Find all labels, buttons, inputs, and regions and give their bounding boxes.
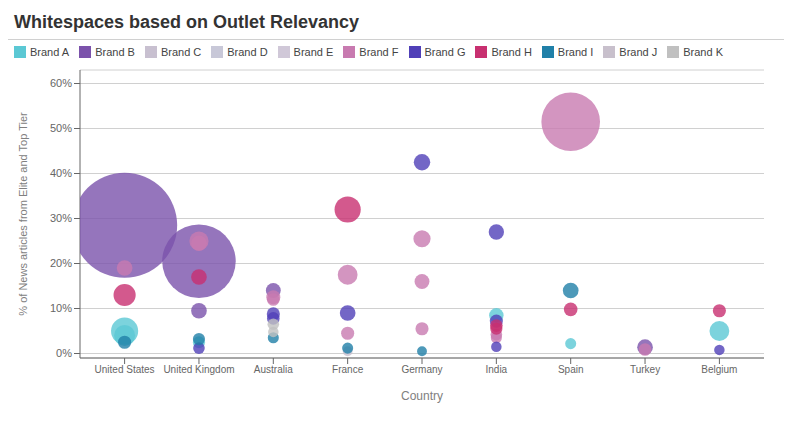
svg-text:India: India bbox=[486, 364, 508, 375]
svg-text:50%: 50% bbox=[50, 122, 72, 134]
html-text:Brand G: Brand G bbox=[424, 46, 466, 58]
svg-text:30%: 30% bbox=[50, 212, 72, 224]
svg-text:10%: 10% bbox=[50, 302, 72, 314]
html-text:Whitespaces based on Outlet Re: Whitespaces based on Outlet Relevancy bbox=[14, 12, 360, 32]
svg-text:Germany: Germany bbox=[401, 364, 442, 375]
svg-text:40%: 40% bbox=[50, 167, 72, 179]
svg-text:20%: 20% bbox=[50, 257, 72, 269]
html-text:Brand I: Brand I bbox=[557, 46, 594, 58]
svg-text:Turkey: Turkey bbox=[630, 364, 660, 375]
html-text:Brand F: Brand F bbox=[359, 46, 399, 58]
html-text:Brand A: Brand A bbox=[30, 46, 70, 58]
svg-text:France: France bbox=[332, 364, 364, 375]
svg-text:Australia: Australia bbox=[254, 364, 293, 375]
html-text:Brand C: Brand C bbox=[160, 46, 202, 58]
html-text:Brand B: Brand B bbox=[95, 46, 135, 58]
svg-text:United States: United States bbox=[95, 364, 155, 375]
svg-text:0%: 0% bbox=[56, 347, 72, 359]
svg-text:Belgium: Belgium bbox=[701, 364, 737, 375]
html-text:Brand D: Brand D bbox=[227, 46, 268, 58]
svg-text:% of News articles from Elite: % of News articles from Elite and Top Ti… bbox=[17, 112, 29, 316]
svg-text:Spain: Spain bbox=[558, 364, 584, 375]
html-text:Brand J: Brand J bbox=[619, 46, 658, 58]
svg-text:United Kingdom: United Kingdom bbox=[163, 364, 234, 375]
html-text:Brand H: Brand H bbox=[491, 46, 532, 58]
html-text:Brand E: Brand E bbox=[293, 46, 334, 58]
html-text:Brand K: Brand K bbox=[683, 46, 723, 58]
svg-text:Country: Country bbox=[401, 389, 443, 403]
svg-text:60%: 60% bbox=[50, 77, 72, 89]
